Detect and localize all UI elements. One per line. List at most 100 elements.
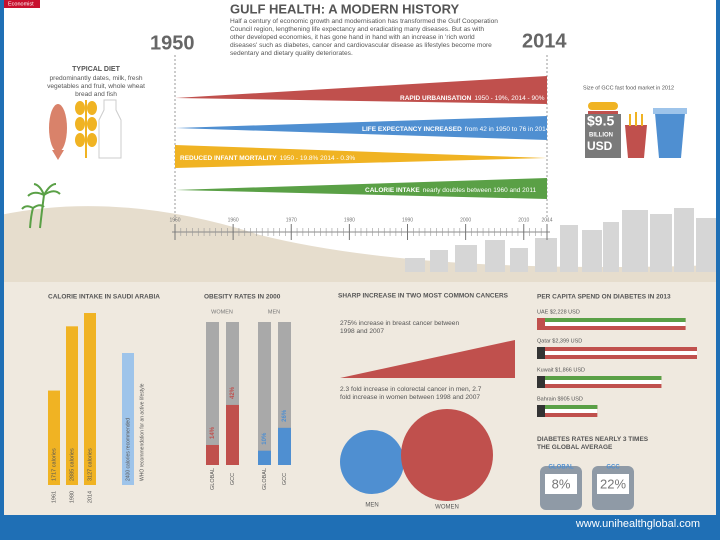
obesity-category: GCC: [230, 473, 236, 485]
trend-label: RAPID URBANISATION: [400, 95, 472, 102]
calorie-bar: [48, 390, 60, 485]
rates-title: DIABETES RATES NEARLY 3 TIMES THE GLOBAL…: [537, 436, 649, 451]
flag-stripe: [537, 380, 662, 384]
obesity-value: 26%: [282, 409, 288, 422]
burger: [588, 102, 618, 110]
title: GULF HEALTH: A MODERN HISTORY: [230, 1, 460, 16]
global-label: GLOBAL: [548, 465, 574, 471]
life-wedge: [175, 116, 547, 140]
flag-stripe: [537, 405, 598, 409]
urbanisation-wedge: [175, 76, 547, 104]
breast-wedge: [340, 340, 515, 378]
wheat-icon: [75, 100, 97, 158]
flag-hoist: [537, 347, 545, 359]
timeline-label: 2010: [518, 217, 529, 223]
trend: RAPID URBANISATION 1950 - 19%, 2014 - 90%: [400, 95, 545, 102]
trend-detail: nearly doubles between 1960 and 2011: [423, 187, 537, 194]
trend-label: REDUCED INFANT MORTALITY: [180, 155, 277, 162]
trend-label: LIFE EXPECTANCY INCREASED: [362, 126, 462, 133]
calories-title: CALORIE INTAKE IN SAUDI ARABIA: [48, 294, 160, 301]
calorie-label: 2885 calories: [69, 448, 75, 481]
flag-stripe: [537, 347, 697, 351]
flag-hoist: [537, 376, 545, 388]
calorie-bar: [66, 326, 78, 485]
device-screen: [597, 474, 629, 494]
trend-detail: from 42 in 1950 to 76 in 2014: [465, 126, 550, 133]
fries: [625, 125, 647, 158]
timeline-label: 2000: [460, 217, 471, 223]
obesity-group: MEN: [268, 309, 280, 315]
footer: www.unihealthglobal.com: [575, 518, 700, 530]
obesity-category: GLOBAL: [262, 468, 268, 490]
skyline: [405, 208, 716, 272]
flag-hoist: [537, 318, 545, 330]
calorie-year: 1961: [51, 491, 57, 503]
trend: CALORIE INTAKE nearly doubles between 196…: [365, 187, 537, 194]
calorie-year: 2014: [87, 491, 93, 503]
fries-sticks: [629, 112, 643, 126]
sand-dune: [0, 206, 720, 282]
device-screen: [545, 474, 577, 494]
fast-food-caption: Size of GCC fast food market in 2012: [583, 85, 674, 91]
logo-box: [4, 0, 40, 8]
obesity-title: OBESITY RATES IN 2000: [204, 294, 281, 301]
trend-label: CALORIE INTAKE: [365, 187, 420, 194]
flag-stripe: [537, 351, 697, 355]
obesity-track: [258, 322, 271, 465]
obesity-track: [206, 322, 219, 465]
spend-label: Qatar $2,399 USD: [537, 338, 582, 344]
intro: Half a century of economic growth and mo…: [230, 18, 498, 57]
obesity-bar: [278, 427, 291, 465]
obesity-category: GLOBAL: [210, 468, 216, 490]
timeline-label: 1980: [344, 217, 355, 223]
obesity-value: 14%: [210, 426, 216, 439]
timeline-label: 2014: [541, 217, 552, 223]
diet-text: predominantly dates, milk, fresh vegetab…: [47, 75, 145, 98]
men-circle: [340, 430, 404, 494]
colorectal-text: 2.3 fold increase in colorectal cancer i…: [340, 386, 482, 401]
burger: [588, 111, 618, 115]
fast-food-currency: USD: [587, 139, 613, 153]
flag-stripe: [537, 376, 662, 380]
obesity-group: WOMEN: [211, 309, 233, 315]
palm-trees: [21, 183, 61, 229]
timeline-label: 1970: [286, 217, 297, 223]
cancer-title: SHARP INCREASE IN TWO MOST COMMON CANCER…: [338, 293, 509, 300]
flag-hoist: [537, 405, 545, 417]
calorie-label: 1717 calories: [51, 448, 57, 481]
calorie-year: 1980: [69, 491, 75, 503]
year-end: 2014: [522, 30, 567, 52]
trend-detail: 1950 - 19.8% 2014 - 0.3%: [280, 155, 356, 162]
women-circle: [401, 409, 493, 501]
spend-label: Kuwait $1,866 USD: [537, 367, 585, 373]
men-label: MEN: [365, 503, 378, 509]
trend-detail: 1950 - 19%, 2014 - 90%: [474, 95, 544, 102]
fish-tail: [52, 150, 64, 160]
calorie-wedge: [175, 178, 547, 199]
fast-food-box: [585, 114, 621, 158]
fast-food-unit: BILLION: [589, 133, 613, 139]
diet-title: TYPICAL DIET: [72, 66, 120, 73]
cup: [655, 113, 685, 158]
year-start: 1950: [150, 32, 195, 54]
trend: LIFE EXPECTANCY INCREASED from 42 in 1950…: [362, 126, 550, 133]
fast-food-value: $9.5: [587, 113, 614, 129]
spend-label: Bahrain $905 USD: [537, 396, 583, 402]
spend-title: PER CAPITA SPEND ON DIABETES IN 2013: [537, 294, 671, 301]
mortality-wedge: [175, 145, 547, 168]
obesity-bar: [206, 444, 219, 465]
gcc-label: GCC: [606, 465, 620, 471]
obesity-value: 42%: [230, 386, 236, 399]
spend-label: UAE $2,228 USD: [537, 309, 580, 315]
right-border: [716, 0, 720, 540]
footer-bar: [0, 515, 720, 540]
women-label: WOMEN: [435, 505, 459, 511]
flag-stripe: [537, 322, 686, 326]
obesity-category: GCC: [282, 473, 288, 485]
global-value: 8%: [552, 476, 571, 491]
trend: REDUCED INFANT MORTALITY 1950 - 19.8% 201…: [180, 155, 355, 162]
calorie-bar: [84, 313, 96, 485]
timeline-label: 1950: [169, 217, 180, 223]
